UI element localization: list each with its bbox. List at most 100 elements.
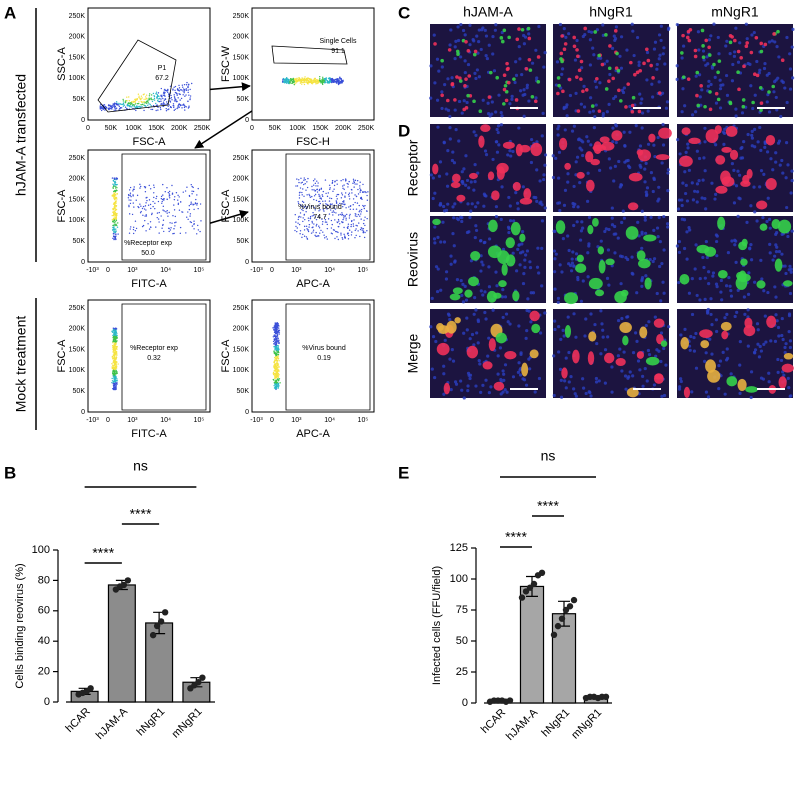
nucleus bbox=[655, 67, 659, 71]
nucleus bbox=[494, 140, 498, 144]
flow-event bbox=[337, 78, 339, 80]
nucleus bbox=[485, 56, 490, 61]
flow-event bbox=[275, 350, 278, 352]
nucleus bbox=[452, 161, 457, 165]
flow-event bbox=[322, 76, 324, 78]
cell bbox=[436, 342, 450, 356]
nucleus bbox=[736, 60, 741, 64]
flow-event bbox=[300, 204, 302, 206]
flow-event bbox=[314, 189, 317, 192]
flow-event bbox=[316, 79, 319, 82]
flow-event bbox=[348, 195, 350, 197]
x-tick-label: hCAR bbox=[479, 707, 508, 736]
nucleus bbox=[631, 374, 635, 378]
nucleus bbox=[756, 328, 760, 332]
flow-event bbox=[336, 236, 338, 238]
row-label: Receptor bbox=[405, 139, 421, 196]
nucleus bbox=[733, 243, 737, 247]
flow-event bbox=[345, 207, 347, 209]
nucleus bbox=[733, 50, 737, 54]
flow-event bbox=[133, 206, 135, 208]
nucleus bbox=[748, 246, 752, 250]
flow-event bbox=[344, 196, 346, 198]
nucleus bbox=[481, 263, 485, 267]
nucleus bbox=[564, 386, 568, 390]
nucleus bbox=[577, 138, 581, 142]
flow-event bbox=[143, 100, 145, 103]
flow-event bbox=[115, 219, 118, 222]
cell bbox=[655, 154, 670, 161]
flow-event bbox=[360, 197, 362, 200]
flow-event bbox=[145, 214, 147, 216]
nucleus bbox=[514, 60, 518, 64]
nucleus bbox=[780, 79, 784, 83]
flow-event bbox=[348, 215, 351, 217]
flow-event bbox=[275, 380, 277, 382]
flow-event bbox=[277, 369, 280, 371]
cell bbox=[440, 58, 444, 63]
flow-event bbox=[273, 328, 275, 331]
flow-event bbox=[144, 104, 146, 107]
nucleus bbox=[469, 259, 473, 263]
flow-event bbox=[295, 82, 297, 84]
flow-event bbox=[285, 80, 288, 82]
flow-event bbox=[326, 208, 328, 210]
nucleus bbox=[726, 251, 731, 255]
data-point bbox=[195, 679, 202, 686]
flow-event bbox=[302, 233, 304, 236]
cell bbox=[758, 86, 763, 90]
flow-event bbox=[163, 89, 166, 91]
flow-event bbox=[350, 225, 352, 228]
nucleus bbox=[643, 167, 647, 171]
flow-event bbox=[367, 191, 369, 193]
flow-event bbox=[115, 386, 117, 388]
flow-event bbox=[114, 229, 116, 231]
flow-event bbox=[344, 195, 346, 197]
flow-event bbox=[146, 199, 148, 202]
flow-event bbox=[137, 106, 139, 108]
nucleus bbox=[757, 71, 761, 75]
nucleus bbox=[460, 111, 464, 115]
flow-event bbox=[306, 77, 309, 79]
nucleus bbox=[557, 150, 562, 154]
cell bbox=[493, 381, 505, 391]
flow-event bbox=[344, 215, 346, 218]
flow-event bbox=[299, 233, 301, 235]
nucleus bbox=[631, 29, 635, 33]
flow-event bbox=[344, 203, 346, 205]
flow-event bbox=[170, 97, 173, 99]
flow-event bbox=[291, 78, 294, 81]
cell bbox=[601, 141, 615, 151]
nucleus bbox=[685, 199, 690, 203]
flow-event bbox=[174, 215, 177, 218]
nucleus bbox=[697, 179, 701, 183]
nucleus bbox=[481, 293, 485, 297]
panel-label: E bbox=[398, 463, 409, 482]
flow-event bbox=[158, 211, 160, 214]
cell bbox=[499, 36, 504, 40]
cell bbox=[756, 280, 766, 289]
flow-event bbox=[348, 229, 351, 231]
cell bbox=[765, 134, 776, 146]
flow-event bbox=[352, 178, 355, 180]
nucleus bbox=[567, 350, 571, 355]
flow-event bbox=[292, 80, 294, 82]
nucleus bbox=[581, 226, 585, 230]
cell bbox=[520, 27, 525, 32]
nucleus bbox=[774, 151, 778, 155]
nucleus bbox=[531, 291, 536, 295]
nucleus bbox=[746, 61, 750, 66]
nucleus bbox=[528, 260, 532, 264]
nucleus bbox=[626, 257, 630, 262]
flow-event bbox=[113, 357, 115, 360]
nucleus bbox=[787, 314, 792, 318]
nucleus bbox=[476, 51, 480, 55]
nucleus bbox=[760, 277, 764, 281]
cell bbox=[743, 324, 756, 337]
nucleus bbox=[499, 378, 503, 382]
nucleus bbox=[680, 56, 684, 60]
nucleus bbox=[768, 242, 772, 246]
flow-event bbox=[184, 190, 187, 192]
nucleus bbox=[503, 295, 508, 299]
flow-event bbox=[148, 93, 151, 95]
